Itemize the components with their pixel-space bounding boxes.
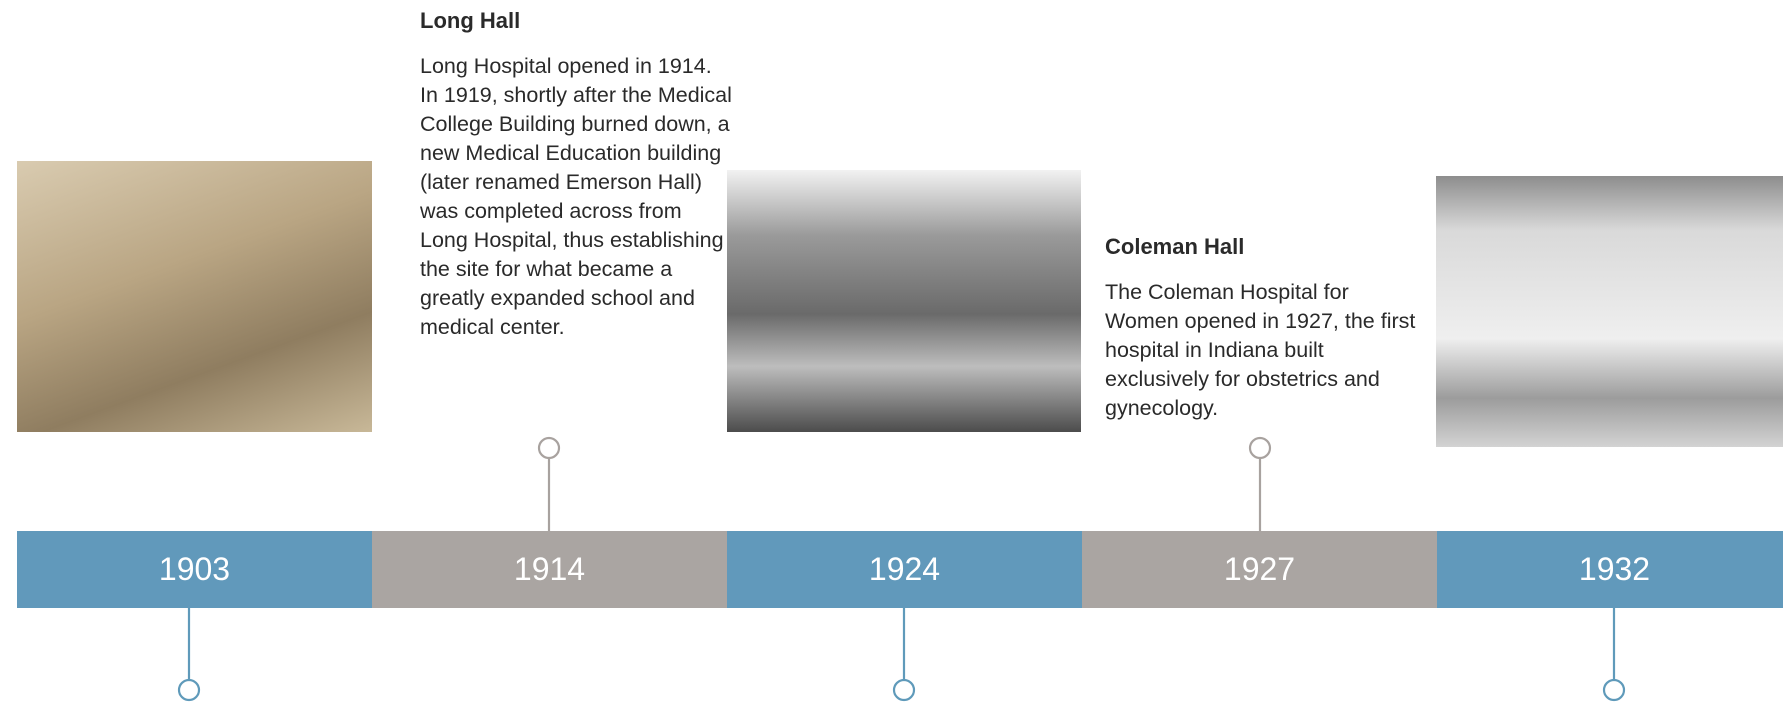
- year-segment[interactable]: 1903: [17, 531, 372, 608]
- connector-dot: [179, 680, 199, 700]
- timeline-page: Long Hall Long Hospital opened in 1914. …: [0, 0, 1783, 708]
- year-segment[interactable]: 1927: [1082, 531, 1437, 608]
- year-segment[interactable]: 1932: [1437, 531, 1783, 608]
- connector-dot: [894, 680, 914, 700]
- connector-dot: [1604, 680, 1624, 700]
- year-segment[interactable]: 1914: [372, 531, 727, 608]
- connector-dot: [1250, 438, 1270, 458]
- year-segment[interactable]: 1924: [727, 531, 1082, 608]
- connector-dot: [539, 438, 559, 458]
